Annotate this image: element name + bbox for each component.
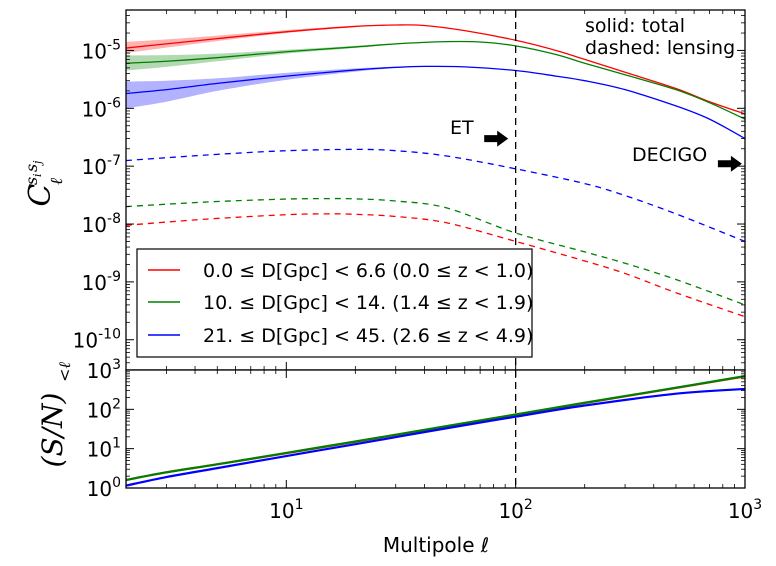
legend-label-green: 10. ≤ D[Gpc] < 14. (1.4 ≤ z < 1.9) <box>203 292 533 314</box>
top-ytick-label: 10-6 <box>82 95 122 121</box>
decigo-arrow-icon <box>717 155 742 172</box>
svg-text:C: C <box>23 183 58 206</box>
legend-entry-red: 0.0 ≤ D[Gpc] < 6.6 (0.0 ≤ z < 1.0) <box>148 260 533 282</box>
series-blue-total <box>126 65 745 140</box>
sn-series-blue <box>126 387 745 487</box>
top-panel: 10-5 10-6 10-7 10-8 10-9 10-10 solid: total d… <box>22 9 746 371</box>
series-blue-lensing <box>126 148 745 243</box>
svg-text:(S/N): (S/N) <box>36 393 69 468</box>
series-green-lensing <box>126 197 745 306</box>
bottom-ytick-label: 101 <box>87 436 121 462</box>
svg-text:j: j <box>31 160 44 167</box>
series-red-total <box>126 24 745 115</box>
bottom-y-label: (S/N) <ℓ <box>36 362 74 468</box>
bottom-xtick-label: 102 <box>498 497 532 523</box>
solid-note: solid: total <box>585 15 685 37</box>
series-green-total <box>126 40 745 120</box>
top-ytick-label: 10-10 <box>73 327 121 353</box>
top-ytick-label: 10-5 <box>82 37 121 63</box>
series-red-lensing <box>126 213 745 318</box>
top-ytick-label: 10-8 <box>82 211 121 237</box>
legend-box <box>136 248 533 358</box>
top-series-lines <box>126 24 745 318</box>
bottom-plot-frame <box>125 369 746 489</box>
sn-series-green <box>126 375 745 482</box>
bottom-panel: 100 101 102 103 101 102 103 (S/N) <ℓ Multipole… <box>36 357 762 557</box>
decigo-label: DECIGO <box>632 144 707 166</box>
bottom-ytick-label: 100 <box>87 475 121 501</box>
bottom-axis-ticks: 100 101 102 103 101 102 103 <box>87 357 763 523</box>
svg-text:ℓ: ℓ <box>47 178 67 185</box>
legend-label-red: 0.0 ≤ D[Gpc] < 6.6 (0.0 ≤ z < 1.0) <box>203 260 533 282</box>
et-label: ET <box>450 117 474 139</box>
svg-text:s: s <box>22 177 41 185</box>
bottom-ytick-label: 103 <box>87 357 121 383</box>
top-ytick-label: 10-7 <box>82 153 121 179</box>
et-arrow-icon <box>484 130 509 147</box>
bottom-ytick-label: 102 <box>87 396 121 422</box>
top-y-label: C s i s j ℓ <box>22 160 67 206</box>
top-axis-ticks: 10-5 10-6 10-7 10-8 10-9 10-10 <box>73 9 746 371</box>
bottom-xtick-label: 103 <box>728 497 762 523</box>
dashed-note: dashed: lensing <box>585 37 735 59</box>
svg-text:i: i <box>31 173 44 177</box>
legend: 0.0 ≤ D[Gpc] < 6.6 (0.0 ≤ z < 1.0) 10. ≤… <box>136 248 533 358</box>
svg-text:<ℓ: <ℓ <box>55 362 74 382</box>
bottom-series-lines <box>126 375 745 487</box>
x-axis-label: Multipole ℓ <box>383 533 489 557</box>
legend-entry-blue: 21. ≤ D[Gpc] < 45. (2.6 ≤ z < 4.9) <box>148 325 533 347</box>
svg-text:s: s <box>22 164 41 172</box>
top-ytick-label: 10-9 <box>82 269 121 295</box>
legend-entry-green: 10. ≤ D[Gpc] < 14. (1.4 ≤ z < 1.9) <box>148 292 533 314</box>
bottom-xtick-label: 101 <box>269 497 303 523</box>
legend-label-blue: 21. ≤ D[Gpc] < 45. (2.6 ≤ z < 4.9) <box>203 325 533 347</box>
